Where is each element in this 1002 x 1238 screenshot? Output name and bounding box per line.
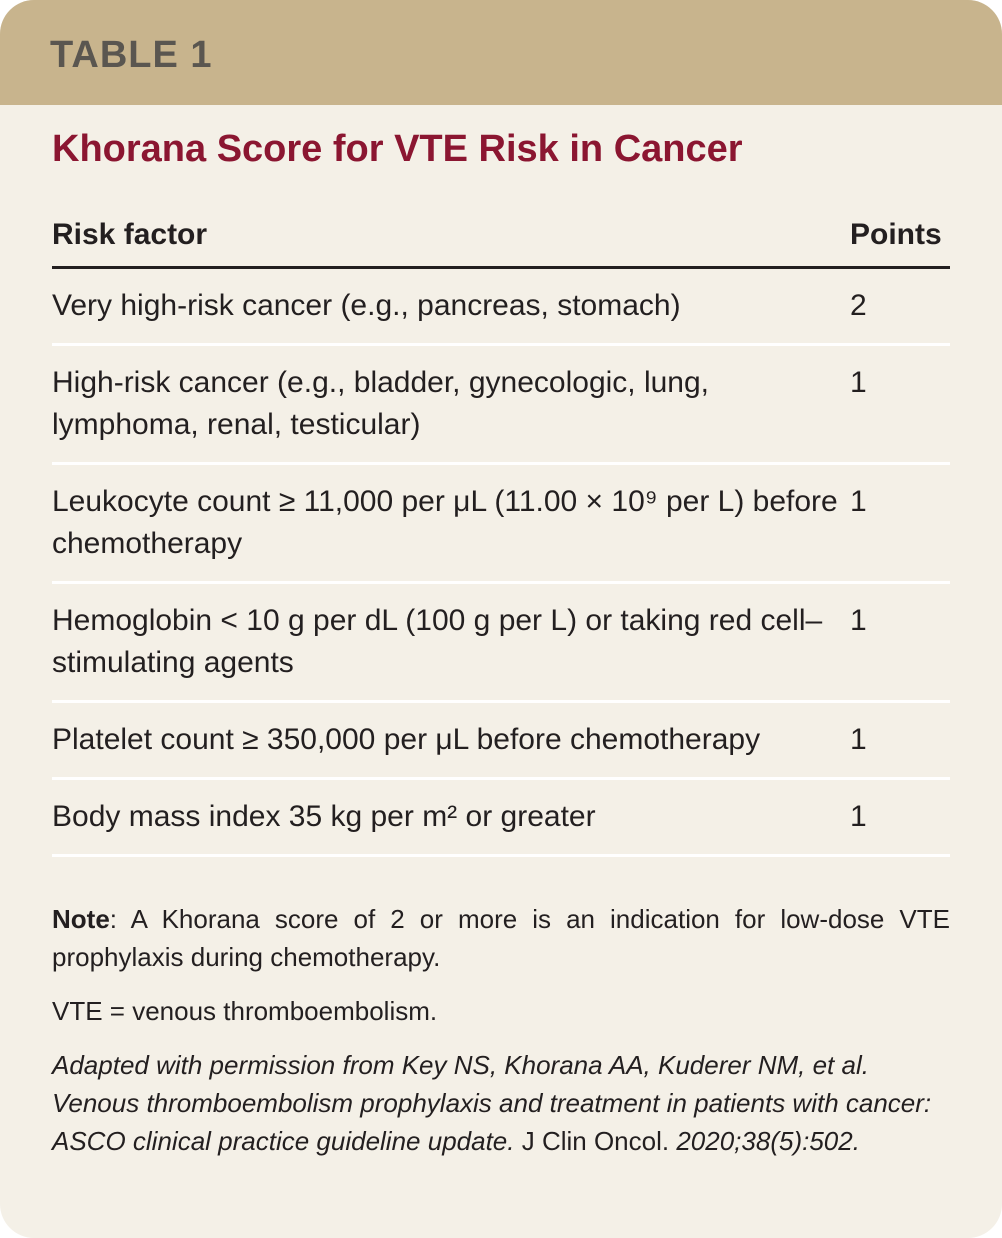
points: 1 <box>850 366 867 399</box>
risk-factor: Platelet count ≥ 350,000 per μL before c… <box>52 723 761 756</box>
table: Risk factor Points Very high-risk cancer… <box>52 204 950 857</box>
table-row: Very high-risk cancer (e.g., pancreas, s… <box>52 269 950 346</box>
risk-factor: Very high-risk cancer (e.g., pancreas, s… <box>52 289 681 322</box>
risk-factor: Leukocyte count ≥ 11,000 per μL (11.00 ×… <box>52 485 838 560</box>
table-row: Hemoglobin < 10 g per dL (100 g per L) o… <box>52 584 950 703</box>
table-row: Platelet count ≥ 350,000 per μL before c… <box>52 703 950 780</box>
points: 2 <box>850 289 867 322</box>
column-header: Points <box>850 218 942 251</box>
points: 1 <box>850 723 867 756</box>
note-label: Note <box>52 904 110 934</box>
risk-factor: High-risk cancer (e.g., bladder, gynecol… <box>52 366 710 441</box>
risk-factor: Hemoglobin < 10 g per dL (100 g per L) o… <box>52 604 823 679</box>
abbreviation: VTE = venous thromboembolism. <box>52 996 438 1026</box>
points: 1 <box>850 800 867 833</box>
footnotes: Note: A Khorana score of 2 or more is an… <box>52 900 950 1176</box>
points: 1 <box>850 485 867 518</box>
table-row: Body mass index 35 kg per m² or greater 1 <box>52 780 950 857</box>
column-header: Risk factor <box>52 218 208 251</box>
points: 1 <box>850 604 867 637</box>
source: Adapted with permission from Key NS, Kho… <box>52 1046 950 1160</box>
risk-factor: Body mass index 35 kg per m² or greater <box>52 800 596 833</box>
table-row: Leukocyte count ≥ 11,000 per μL (11.00 ×… <box>52 465 950 584</box>
header-row: Risk factor Points <box>52 204 950 269</box>
table-title: Khorana Score for VTE Risk in Cancer <box>52 128 743 170</box>
source-text: 2020;38(5):502. <box>676 1126 860 1156</box>
table-label: TABLE 1 <box>50 34 213 76</box>
source-journal: J Clin Oncol. <box>521 1126 670 1156</box>
note: Note: A Khorana score of 2 or more is an… <box>52 900 950 976</box>
source-text: Adapted with permission from Key NS, Kho… <box>52 1050 932 1156</box>
header-band <box>0 0 1002 105</box>
table-row: High-risk cancer (e.g., bladder, gynecol… <box>52 346 950 465</box>
note-text: : A Khorana score of 2 or more is an ind… <box>52 904 950 972</box>
